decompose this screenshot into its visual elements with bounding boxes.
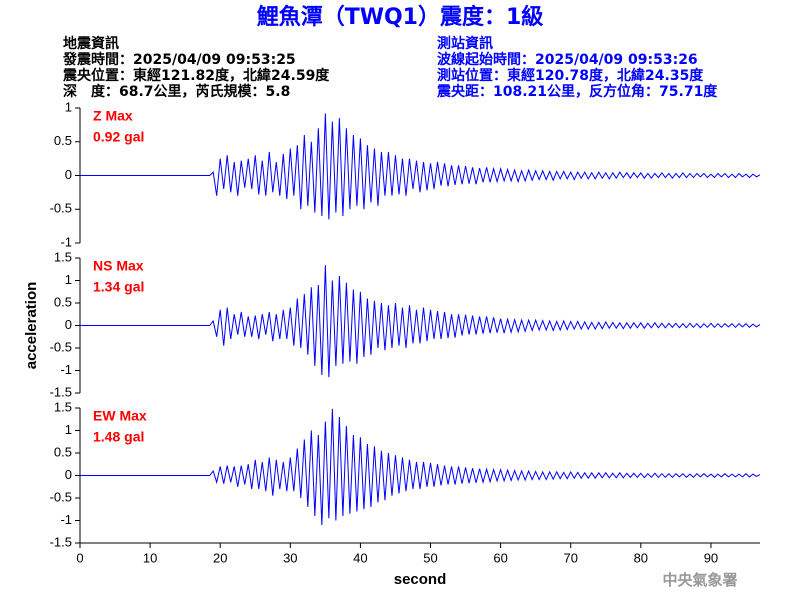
y-axis-label: acceleration — [23, 282, 40, 370]
info-line: 地震資訊 — [63, 35, 119, 52]
x-tick-label: 10 — [143, 550, 157, 565]
y-tick-label: 0 — [65, 317, 72, 332]
annotation: 0.92 gal — [93, 129, 144, 145]
y-tick-label: 1 — [65, 272, 72, 287]
y-tick-label: 0.5 — [54, 294, 72, 309]
info-line: 發震時間：2025/04/09 09:53:25 — [62, 51, 296, 68]
y-tick-label: 0.5 — [54, 444, 72, 459]
x-tick-label: 90 — [704, 550, 718, 565]
info-line: 深 度：68.7公里，芮氏規模：5.8 — [63, 83, 290, 100]
y-tick-label: -0.5 — [50, 201, 72, 216]
info-line: 震央距：108.21公里，反方位角：75.71度 — [436, 83, 718, 100]
annotation: Z Max — [93, 108, 133, 124]
annotation: EW Max — [93, 408, 147, 424]
chart-title: 鯉魚潭（TWQ1）震度：1級 — [257, 4, 544, 30]
y-tick-label: -1 — [60, 234, 72, 249]
y-tick-label: 0.5 — [54, 133, 72, 148]
x-tick-label: 40 — [353, 550, 367, 565]
info-line: 測站位置：東經120.78度，北緯24.35度 — [437, 67, 704, 84]
y-tick-label: -0.5 — [50, 489, 72, 504]
x-tick-label: 30 — [283, 550, 297, 565]
x-tick-label: 50 — [423, 550, 437, 565]
y-tick-label: 1 — [65, 99, 72, 114]
annotation: NS Max — [93, 258, 144, 274]
x-axis-label: second — [394, 571, 447, 588]
annotation: 1.48 gal — [93, 429, 144, 445]
waveform — [80, 113, 761, 220]
annotation: 1.34 gal — [93, 279, 144, 295]
y-tick-label: 1 — [65, 422, 72, 437]
y-tick-label: -1.5 — [50, 534, 72, 549]
y-tick-label: 0 — [65, 467, 72, 482]
y-tick-label: -1 — [60, 512, 72, 527]
x-tick-label: 80 — [634, 550, 648, 565]
y-tick-label: -1 — [60, 362, 72, 377]
x-tick-label: 0 — [76, 550, 83, 565]
y-tick-label: -1.5 — [50, 384, 72, 399]
y-tick-label: 0 — [65, 167, 72, 182]
info-line: 波線起始時間：2025/04/09 09:53:26 — [437, 51, 698, 68]
footer: 中央氣象署 — [662, 571, 737, 589]
x-tick-label: 20 — [213, 550, 227, 565]
y-tick-label: 1.5 — [54, 249, 72, 264]
info-line: 震央位置：東經121.82度，北緯24.59度 — [62, 67, 330, 84]
x-tick-label: 60 — [493, 550, 507, 565]
info-line: 測站資訊 — [437, 35, 493, 52]
y-tick-label: 1.5 — [54, 399, 72, 414]
waveform — [80, 408, 761, 526]
x-tick-label: 70 — [563, 550, 577, 565]
y-tick-label: -0.5 — [50, 339, 72, 354]
waveform — [80, 265, 761, 378]
